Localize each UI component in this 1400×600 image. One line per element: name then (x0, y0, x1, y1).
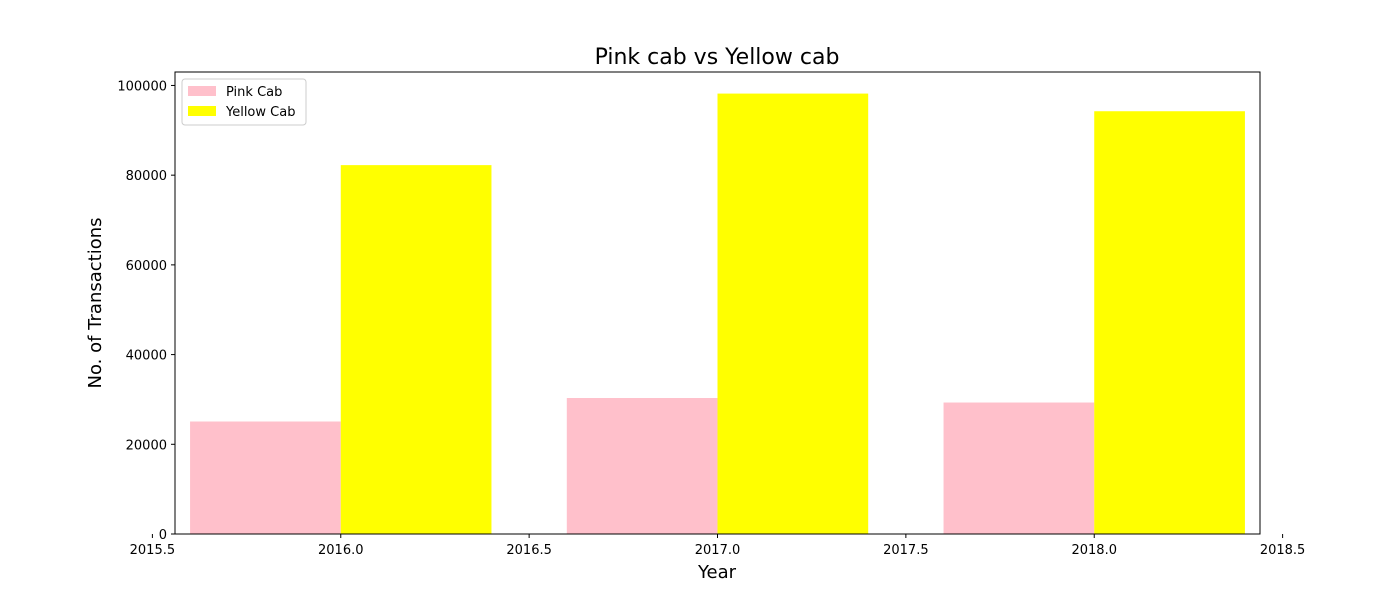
x-tick-label: 2017.0 (695, 543, 741, 558)
y-axis-ticks: 0 20000 40000 60000 80000 100000 (117, 79, 175, 543)
legend-label-yellow-cab: Yellow Cab (225, 105, 295, 120)
x-tick-label: 2015.5 (130, 543, 176, 558)
legend: Pink Cab Yellow Cab (181, 78, 307, 126)
bar-yellow-cab-2016 (340, 165, 492, 534)
bars-group (190, 93, 1245, 534)
x-tick-label: 2016.0 (318, 543, 364, 558)
x-axis-ticks: 2015.5 2016.0 2016.5 2017.0 2017.5 2018.0 2018… (130, 534, 1306, 558)
bar-pink-cab-2018 (943, 402, 1095, 534)
bar-pink-cab-2016 (190, 421, 341, 534)
x-tick-label: 2016.5 (506, 543, 552, 558)
x-tick-label: 2017.5 (883, 543, 929, 558)
legend-swatch-yellow-cab (188, 106, 216, 116)
y-tick-label: 0 (159, 528, 167, 543)
x-axis-title: Year (697, 562, 737, 583)
y-axis-title: No. of Transactions (85, 217, 106, 388)
y-tick-label: 40000 (126, 349, 167, 364)
bar-pink-cab-2017 (566, 397, 718, 534)
bar-yellow-cab-2018 (1094, 111, 1245, 534)
y-tick-label: 100000 (117, 79, 167, 94)
legend-label-pink-cab: Pink Cab (226, 85, 282, 100)
bar-yellow-cab-2017 (717, 93, 869, 534)
y-tick-label: 60000 (126, 259, 167, 274)
y-tick-label: 20000 (126, 438, 167, 453)
x-tick-label: 2018.5 (1260, 543, 1306, 558)
chart-title: Pink cab vs Yellow cab (595, 45, 840, 70)
legend-swatch-pink-cab (188, 86, 216, 96)
y-tick-label: 80000 (126, 169, 167, 184)
x-tick-label: 2018.0 (1071, 543, 1117, 558)
